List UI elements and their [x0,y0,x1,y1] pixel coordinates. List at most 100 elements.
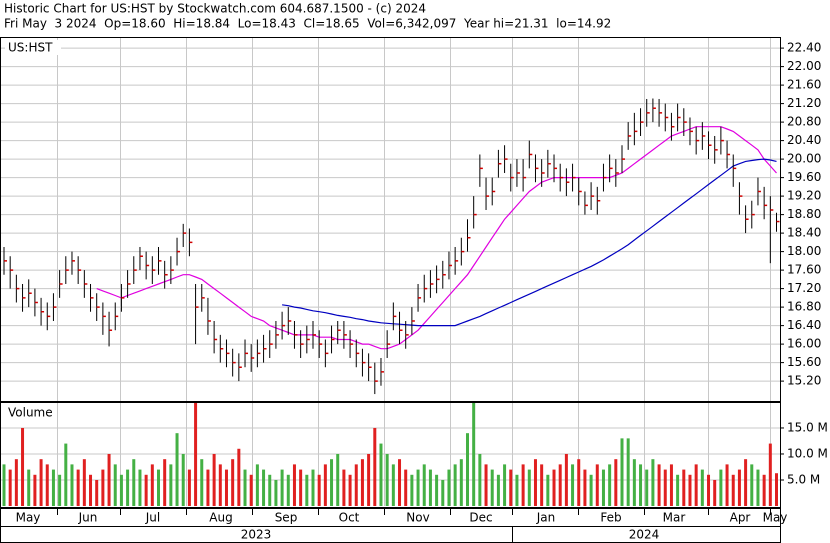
y-tick-label: 15.20 [787,374,821,388]
volume-bar [725,464,729,506]
volume-bar [447,469,451,506]
volume-bar [2,464,6,506]
volume-bar [249,474,253,506]
volume-bar [113,464,117,506]
volume-panel-frame [0,402,781,508]
volume-bar [472,403,476,506]
y-tick-label: 18.40 [787,226,821,240]
moving-average-line [282,158,777,327]
volume-bar [157,469,160,506]
volume-bar [533,459,537,506]
volume-bar [194,403,198,506]
volume-bar [744,459,748,506]
volume-bar [614,459,618,506]
volume-bar [107,453,111,506]
volume-bar [416,469,420,506]
month-label: Oct [339,511,360,525]
y-tick-label: 22.00 [787,59,821,73]
volume-bar [70,464,74,506]
volume-bar [354,464,358,506]
volume-bar [21,427,25,506]
volume-bar [466,433,469,506]
volume-bar [768,443,772,506]
volume-bar [330,459,334,506]
volume-bar [95,479,99,506]
volume-bar [509,469,513,506]
month-label: Sep [275,511,298,525]
volume-bar [379,443,383,506]
y-tick-label: 22.40 [787,41,821,55]
y-tick-label: 15.60 [787,355,821,369]
volume-bar [756,469,760,506]
volume-bar [484,464,488,506]
header-line: Fri May 3 2024 Op=18.60 Hi=18.84 Lo=18.4… [4,17,611,31]
volume-bar [435,474,439,506]
month-label: Feb [600,511,621,525]
volume-bar [138,469,142,506]
volume-bar [200,459,204,506]
volume-bar [682,469,686,506]
volume-bar [144,474,148,506]
y-tick-label: 17.60 [787,263,821,277]
volume-bar [428,469,432,506]
volume-bar [737,469,741,506]
y-tick-label: 16.80 [787,300,821,314]
volume-bar [620,438,624,506]
month-label: Dec [469,511,492,525]
volume-bar [496,474,500,506]
volume-bar [645,469,649,506]
y2-tick-label: 5.0 M [787,472,820,486]
volume-bar [422,464,426,506]
y-tick-label: 20.40 [787,133,821,147]
price-panel-frame [0,37,781,402]
volume-bar [262,469,266,506]
y-tick-label: 16.40 [787,318,821,332]
volume-bar [317,474,321,506]
legend-box [5,40,61,55]
month-label: May [763,511,788,525]
volume-bar [268,474,272,506]
volume-bar [280,469,284,506]
volume-bar [373,427,377,506]
volume-bar [595,464,599,506]
volume-bar [45,464,49,506]
volume-bar [663,469,667,506]
volume-bar [731,474,735,506]
volume-bar [175,433,179,506]
volume-bar [490,469,494,506]
volume-bar [237,448,241,506]
volume-bar [589,474,593,506]
volume-bar [119,474,123,506]
volume-bar [404,469,408,506]
volume-bar [132,459,136,506]
volume-bar [274,479,278,506]
volume-bar [292,464,296,506]
volume-bar [169,464,173,506]
month-label: Nov [406,511,429,525]
volume-bar [367,453,371,506]
volume-bar [39,459,43,506]
volume-bar [82,459,86,506]
volume-bar [459,459,463,506]
volume-bar [89,474,93,506]
volume-bar [101,469,105,506]
volume-bar [336,453,340,506]
y-tick-label: 19.60 [787,170,821,184]
volume-bar [181,453,185,506]
volume-bar [558,464,562,506]
y-tick-label: 18.80 [787,207,821,221]
volume-bar [27,469,31,506]
volume-bar [521,464,525,506]
header-line: Historic Chart for US:HST by Stockwatch.… [4,2,426,16]
volume-bar [651,459,655,506]
volume-bar [657,464,661,506]
volume-bar [212,453,216,506]
y-tick-label: 21.60 [787,78,821,92]
volume-bar [707,474,711,506]
volume-bar [58,474,62,506]
volume-bar [676,474,680,506]
volume-bar [694,464,698,506]
moving-average-line [96,126,777,350]
y2-tick-label: 15.0 M [787,420,828,434]
volume-bar [719,469,723,506]
